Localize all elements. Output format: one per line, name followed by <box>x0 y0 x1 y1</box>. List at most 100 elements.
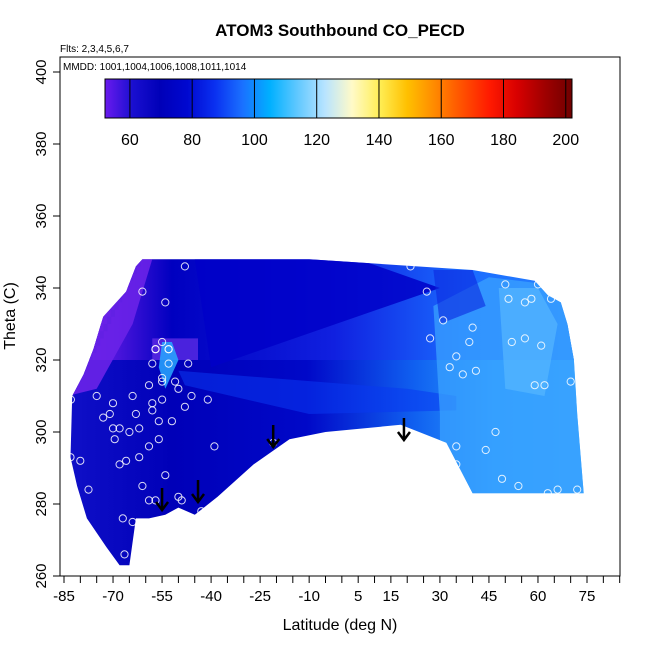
field-edge-step <box>107 316 112 324</box>
x-tick-label: -55 <box>151 588 173 605</box>
x-tick-label: -40 <box>200 588 222 605</box>
observation-point <box>468 323 477 332</box>
observation-point <box>180 402 189 411</box>
observation-point <box>180 262 189 271</box>
field-edge-step <box>92 345 97 353</box>
field-edge-step <box>99 331 104 339</box>
observation-point <box>158 395 167 404</box>
observation-point <box>164 359 173 368</box>
colorbar-tick-label: 60 <box>121 132 139 149</box>
plot-frame <box>59 56 621 577</box>
field-edge-step <box>125 280 130 288</box>
observation-point <box>543 489 552 498</box>
observation-point <box>144 442 154 451</box>
tropopause-arrow-head <box>396 431 411 443</box>
observation-point <box>154 435 163 444</box>
field-edge-step <box>121 288 126 296</box>
colorbar-tick-label: 120 <box>303 132 330 149</box>
observation-point <box>527 294 536 303</box>
observation-point <box>144 381 154 390</box>
y-axis: 260 280 300 320 340 360 380 400 <box>33 59 60 589</box>
observation-point <box>504 294 513 303</box>
field-edge-step <box>77 374 82 382</box>
observation-point <box>105 409 114 419</box>
field-purple-patch <box>70 259 153 396</box>
observation-point <box>533 280 543 289</box>
colorbar-tick-label: 100 <box>241 132 268 149</box>
observation-point <box>141 521 150 530</box>
observation-point <box>573 485 582 494</box>
observation-point <box>99 413 108 422</box>
observation-point <box>445 363 454 372</box>
observation-point <box>92 391 101 401</box>
observation-point <box>108 424 118 433</box>
x-tick-label: 45 <box>481 588 498 605</box>
field-edge-step <box>96 338 101 346</box>
observation-point <box>520 298 530 307</box>
observation-point <box>422 287 431 296</box>
x-axis: -85 -70 -55 -40 -25 -10 5 15 30 45 60 75 <box>53 576 621 605</box>
observation-point <box>452 352 461 361</box>
field-edge-step <box>81 367 86 375</box>
observation-point <box>66 453 75 462</box>
observation-point <box>76 456 85 465</box>
observation-point <box>452 460 461 469</box>
field-edge-step <box>114 302 119 310</box>
colorbar-gradient <box>104 78 573 119</box>
y-axis-title: Theta (C) <box>2 282 19 350</box>
x-tick-label: 60 <box>530 588 547 605</box>
observation-point <box>118 514 127 523</box>
y-tick-label: 360 <box>33 203 50 228</box>
observation-point <box>128 517 137 527</box>
observation-point <box>514 481 523 491</box>
field-edge-step <box>110 309 115 317</box>
tropopause-arrow-head <box>266 438 281 450</box>
observation-point <box>151 496 160 505</box>
observation-point <box>158 377 167 386</box>
observation-point <box>135 424 144 433</box>
observation-point <box>167 417 176 426</box>
observation-point <box>537 341 546 350</box>
observation-point <box>115 460 124 469</box>
observation-point <box>458 370 467 379</box>
observation-point <box>135 453 144 462</box>
heatmap-field <box>70 259 584 566</box>
x-tick-label: -10 <box>298 588 320 605</box>
observation-point <box>197 507 206 516</box>
observation-point <box>501 280 510 289</box>
tropopause-arrows <box>155 418 411 513</box>
observation-point <box>491 427 500 437</box>
x-tick-label: -25 <box>249 588 271 605</box>
observation-point <box>131 409 140 419</box>
observation-point <box>138 287 147 296</box>
field-edge-step <box>136 259 141 267</box>
field-edge-step <box>103 324 108 332</box>
field-dark-wedge <box>194 259 440 368</box>
x-tick-label: 15 <box>383 588 400 605</box>
field-edge-step <box>133 266 138 274</box>
observation-point <box>125 427 134 437</box>
y-tick-label: 260 <box>33 563 50 588</box>
colorbar-tick-label: 80 <box>183 132 201 149</box>
y-tick-label: 380 <box>33 131 50 156</box>
observation-point <box>110 435 119 444</box>
observation-point <box>120 550 129 559</box>
field-tropics-light <box>498 288 558 396</box>
x-axis-title: Latitude (deg N) <box>283 617 398 634</box>
observation-point <box>465 337 474 347</box>
tropopause-arrow-head <box>191 493 206 505</box>
observation-point <box>471 366 480 375</box>
dates-note: MMDD: 1001,1004,1006,1008,1011,1014 <box>63 62 247 73</box>
observation-point <box>174 384 183 393</box>
observation-point <box>84 485 93 494</box>
field-edge-step <box>88 352 93 360</box>
chart-title: ATOM3 Southbound CO_PECD <box>215 21 465 40</box>
observation-point <box>406 262 415 271</box>
coverage-area <box>70 259 584 566</box>
y-tick-label: 340 <box>33 275 50 300</box>
observation-point <box>161 298 170 307</box>
observation-point <box>122 456 131 465</box>
observation-point <box>546 294 556 303</box>
observation-point <box>148 359 157 368</box>
